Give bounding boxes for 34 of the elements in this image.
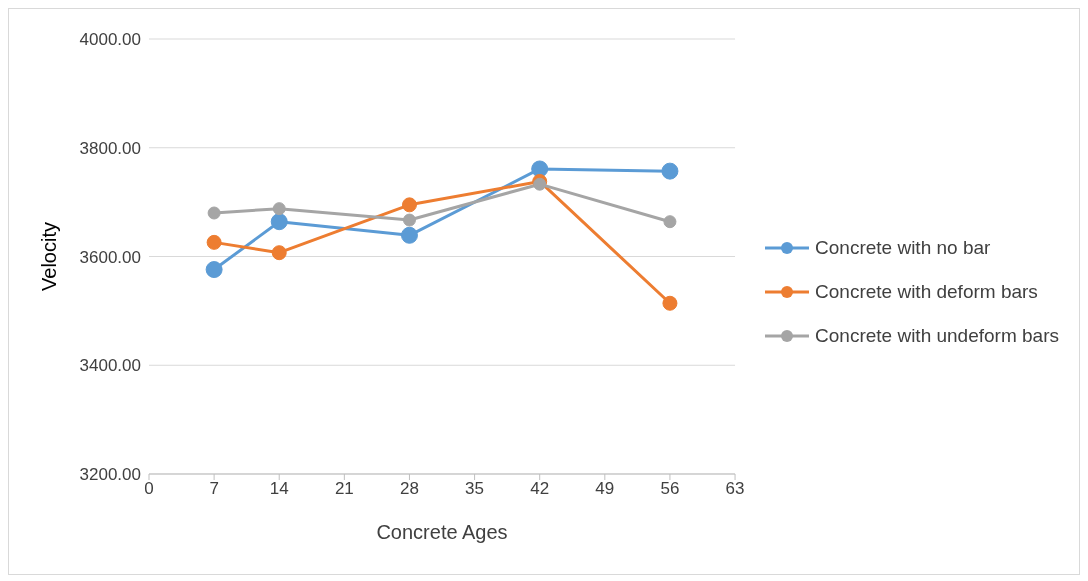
x-tick-label: 28	[400, 479, 419, 499]
x-tick-label: 35	[465, 479, 485, 499]
point	[533, 177, 547, 191]
x-tick-label: 42	[530, 479, 550, 499]
legend-label: Concrete with undeform bars	[815, 324, 1059, 347]
point	[400, 226, 418, 244]
y-tick-label: 3800.00	[79, 138, 141, 158]
point	[662, 295, 678, 311]
x-tick-label: 21	[334, 479, 354, 499]
legend-label: Concrete with deform bars	[815, 280, 1038, 303]
x-tick-label: 0	[144, 479, 154, 499]
y-tick-label: 3400.00	[79, 356, 141, 376]
point	[271, 245, 287, 261]
point	[663, 215, 677, 229]
point	[270, 213, 288, 231]
y-tick-label: 3200.00	[79, 465, 141, 485]
x-axis-title: Concrete Ages	[376, 521, 508, 543]
point	[531, 160, 549, 178]
y-tick-label: 3600.00	[79, 247, 141, 267]
point	[206, 234, 222, 250]
point	[401, 197, 417, 213]
point	[661, 162, 679, 180]
x-tick-label: 56	[660, 479, 680, 499]
y-axis-title: Velocity	[38, 222, 61, 291]
x-tick-label: 63	[725, 479, 745, 499]
y-tick-label: 4000.00	[79, 30, 141, 50]
point	[272, 202, 286, 216]
point	[207, 206, 221, 220]
legend-label: Concrete with no bar	[815, 236, 991, 259]
point	[205, 261, 223, 279]
x-tick-label: 49	[595, 479, 615, 499]
x-tick-label: 14	[269, 479, 289, 499]
point	[402, 213, 416, 227]
x-tick-label: 7	[209, 479, 219, 499]
